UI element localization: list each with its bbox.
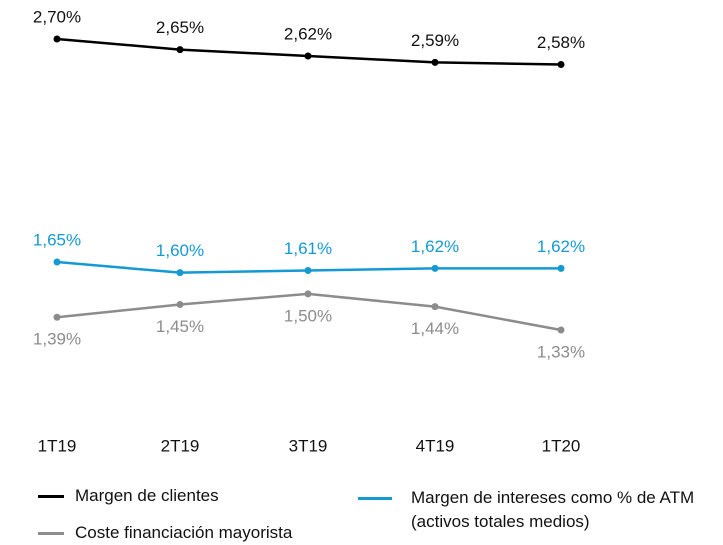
x-tick-label: 1T19 [38,436,77,455]
legend-swatch [358,497,392,500]
x-tick-label: 2T19 [161,436,200,455]
data-label: 1,50% [284,306,332,325]
data-label: 2,58% [537,33,585,52]
point [557,60,565,68]
point [304,52,312,60]
x-tick-label: 4T19 [416,436,455,455]
data-label: 1,61% [284,239,332,258]
point [557,264,565,272]
legend-swatch [38,532,64,535]
data-label: 1,39% [33,330,81,349]
x-tick-label: 3T19 [289,436,328,455]
data-label: 1,33% [537,342,585,361]
data-label: 1,62% [537,237,585,256]
legend-label: Margen de intereses como % de ATM (activ… [411,488,695,531]
point [53,35,61,43]
data-label: 1,62% [411,237,459,256]
legend-label: Margen de clientes [75,486,219,505]
legend-swatch [38,495,64,498]
data-label: 2,65% [156,18,204,37]
x-tick-label: 1T20 [542,436,581,455]
point [53,313,61,321]
data-label: 1,65% [33,231,81,250]
point [304,267,312,275]
data-label: 2,62% [284,24,332,43]
data-label: 2,70% [33,7,81,26]
data-label: 1,45% [156,317,204,336]
point [431,303,439,311]
data-label: 1,60% [156,241,204,260]
data-label: 2,59% [411,31,459,50]
point [176,301,184,309]
point [304,290,312,298]
point [557,326,565,334]
point [176,269,184,277]
point [431,58,439,66]
point [176,46,184,54]
data-label: 1,44% [411,319,459,338]
point [53,258,61,266]
legend-label: Coste financiación mayorista [75,523,293,542]
point [431,264,439,272]
